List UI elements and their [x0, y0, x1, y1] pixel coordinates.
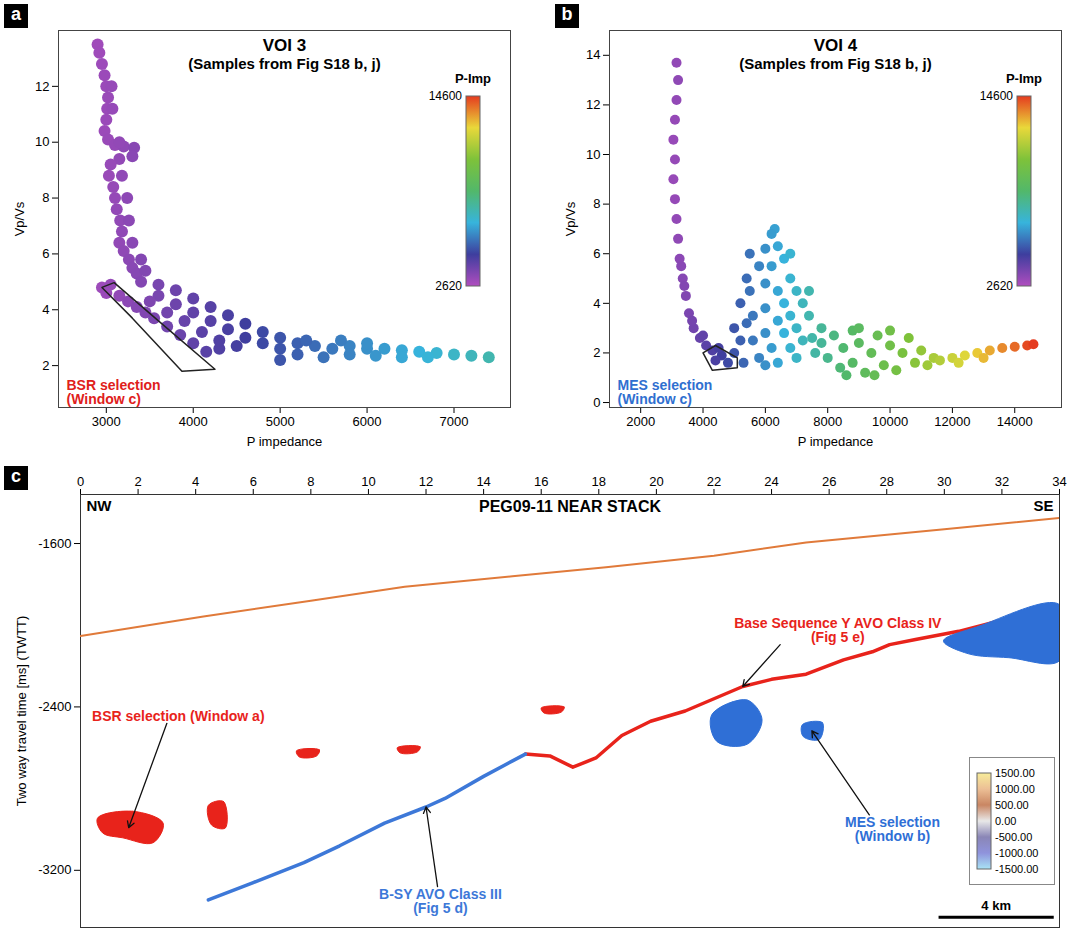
svg-text:6: 6	[42, 246, 49, 261]
svg-text:10: 10	[586, 147, 600, 162]
svg-text:P impedance: P impedance	[798, 434, 874, 449]
svg-text:(Samples from Fig S18 b, j): (Samples from Fig S18 b, j)	[739, 55, 932, 72]
html-text:b: b	[561, 4, 573, 24]
svg-text:4 km: 4 km	[981, 898, 1011, 913]
svg-text:-3200: -3200	[38, 862, 71, 877]
svg-text:12: 12	[35, 79, 49, 94]
svg-text:4000: 4000	[179, 414, 208, 429]
svg-text:14: 14	[476, 474, 490, 489]
svg-text:10: 10	[361, 474, 375, 489]
svg-text:14: 14	[586, 47, 600, 62]
svg-text:4: 4	[192, 474, 199, 489]
svg-text:VOI 4: VOI 4	[814, 36, 858, 55]
svg-text:SE: SE	[1033, 497, 1053, 514]
svg-text:14600: 14600	[980, 89, 1014, 103]
html-text:c: c	[11, 466, 21, 486]
svg-text:24: 24	[764, 474, 778, 489]
svg-text:18: 18	[592, 474, 606, 489]
svg-text:PEG09-11 NEAR STACK: PEG09-11 NEAR STACK	[479, 498, 661, 515]
svg-text:7000: 7000	[440, 414, 469, 429]
html-text:a: a	[11, 4, 21, 24]
svg-text:28: 28	[880, 474, 894, 489]
svg-text:34: 34	[1052, 474, 1066, 489]
svg-text:2: 2	[42, 358, 49, 373]
svg-text:-500.00: -500.00	[995, 831, 1032, 843]
svg-text:1000.00: 1000.00	[995, 783, 1035, 795]
svg-text:-2400: -2400	[38, 699, 71, 714]
svg-text:26: 26	[822, 474, 836, 489]
svg-text:6000: 6000	[751, 414, 780, 429]
svg-text:6: 6	[250, 474, 257, 489]
svg-text:500.00: 500.00	[995, 799, 1029, 811]
svg-text:4000: 4000	[689, 414, 718, 429]
svg-text:VOI 3: VOI 3	[263, 36, 306, 55]
svg-text:12: 12	[419, 474, 433, 489]
svg-text:Two way travel time [ms] (TWTT: Two way travel time [ms] (TWTT)	[14, 616, 29, 807]
svg-text:3000: 3000	[92, 414, 121, 429]
svg-text:14600: 14600	[429, 89, 463, 103]
svg-text:-1000.00: -1000.00	[995, 847, 1038, 859]
svg-text:MES selection(Window b): MES selection(Window b)	[845, 814, 940, 844]
svg-text:BSR selection (Window a): BSR selection (Window a)	[92, 708, 265, 724]
svg-text:12: 12	[586, 97, 600, 112]
svg-text:2620: 2620	[435, 279, 462, 293]
svg-text:2000: 2000	[626, 414, 655, 429]
svg-text:P-Imp: P-Imp	[1006, 71, 1042, 86]
svg-text:5000: 5000	[266, 414, 295, 429]
svg-text:4: 4	[42, 302, 49, 317]
svg-text:2: 2	[593, 345, 600, 360]
svg-text:P-Imp: P-Imp	[455, 71, 491, 86]
svg-text:12000: 12000	[934, 414, 970, 429]
svg-text:20: 20	[649, 474, 663, 489]
svg-text:(Samples from Fig S18 b, j): (Samples from Fig S18 b, j)	[188, 55, 381, 72]
svg-text:2: 2	[134, 474, 141, 489]
svg-text:6000: 6000	[353, 414, 382, 429]
svg-text:30: 30	[937, 474, 951, 489]
svg-text:-1500.00: -1500.00	[995, 863, 1038, 875]
svg-text:0.00: 0.00	[995, 815, 1016, 827]
svg-text:10000: 10000	[872, 414, 908, 429]
svg-text:32: 32	[995, 474, 1009, 489]
svg-text:0: 0	[77, 474, 84, 489]
svg-text:16: 16	[534, 474, 548, 489]
svg-text:Vp/Vs: Vp/Vs	[563, 201, 578, 236]
svg-text:8: 8	[42, 190, 49, 205]
svg-text:10: 10	[35, 134, 49, 149]
svg-text:22: 22	[707, 474, 721, 489]
svg-text:NW: NW	[87, 497, 113, 514]
svg-text:6: 6	[593, 246, 600, 261]
svg-text:2620: 2620	[986, 279, 1013, 293]
svg-text:0: 0	[593, 395, 600, 410]
svg-text:BSR selection(Window c): BSR selection(Window c)	[67, 377, 161, 407]
svg-text:Base Sequence Y AVO Class IV(F: Base Sequence Y AVO Class IV(Fig 5 e)	[734, 615, 942, 645]
svg-text:P impedance: P impedance	[247, 434, 323, 449]
svg-text:Vp/Vs: Vp/Vs	[12, 201, 27, 236]
svg-text:-1600: -1600	[38, 536, 71, 551]
svg-text:1500.00: 1500.00	[995, 767, 1035, 779]
svg-text:14000: 14000	[997, 414, 1033, 429]
svg-text:8: 8	[307, 474, 314, 489]
svg-text:MES selection(Window c): MES selection(Window c)	[618, 377, 713, 407]
svg-text:8: 8	[593, 196, 600, 211]
svg-text:B-SY AVO Class III(Fig 5 d): B-SY AVO Class III(Fig 5 d)	[379, 886, 502, 916]
svg-text:4: 4	[593, 295, 600, 310]
svg-text:8000: 8000	[813, 414, 842, 429]
